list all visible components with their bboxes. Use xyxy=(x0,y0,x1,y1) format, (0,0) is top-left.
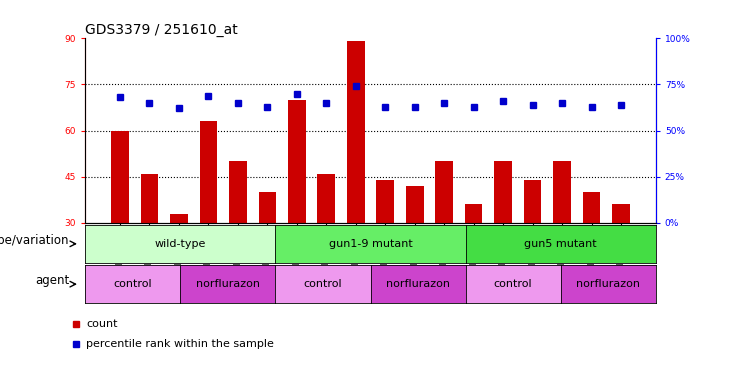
Bar xyxy=(111,131,129,223)
Bar xyxy=(259,192,276,223)
Text: control: control xyxy=(304,279,342,289)
Text: count: count xyxy=(86,319,118,329)
Text: control: control xyxy=(113,279,152,289)
Bar xyxy=(170,214,187,223)
Bar xyxy=(582,192,600,223)
Bar xyxy=(376,180,394,223)
Bar xyxy=(199,121,217,223)
Bar xyxy=(494,161,512,223)
Bar xyxy=(406,186,424,223)
Bar xyxy=(317,174,335,223)
Text: gun5 mutant: gun5 mutant xyxy=(525,239,597,249)
Bar xyxy=(612,204,630,223)
Text: norflurazon: norflurazon xyxy=(196,279,260,289)
Text: percentile rank within the sample: percentile rank within the sample xyxy=(86,339,274,349)
Text: norflurazon: norflurazon xyxy=(576,279,640,289)
Bar xyxy=(141,174,159,223)
Text: gun1-9 mutant: gun1-9 mutant xyxy=(328,239,413,249)
Text: GDS3379 / 251610_at: GDS3379 / 251610_at xyxy=(85,23,238,37)
Bar xyxy=(524,180,542,223)
Text: genotype/variation: genotype/variation xyxy=(0,233,70,247)
Bar xyxy=(288,100,306,223)
Bar xyxy=(465,204,482,223)
Text: agent: agent xyxy=(35,274,70,287)
Text: wild-type: wild-type xyxy=(155,239,206,249)
Text: norflurazon: norflurazon xyxy=(386,279,450,289)
Bar xyxy=(229,161,247,223)
Bar xyxy=(347,41,365,223)
Bar xyxy=(435,161,453,223)
Text: control: control xyxy=(494,279,533,289)
Bar xyxy=(554,161,571,223)
